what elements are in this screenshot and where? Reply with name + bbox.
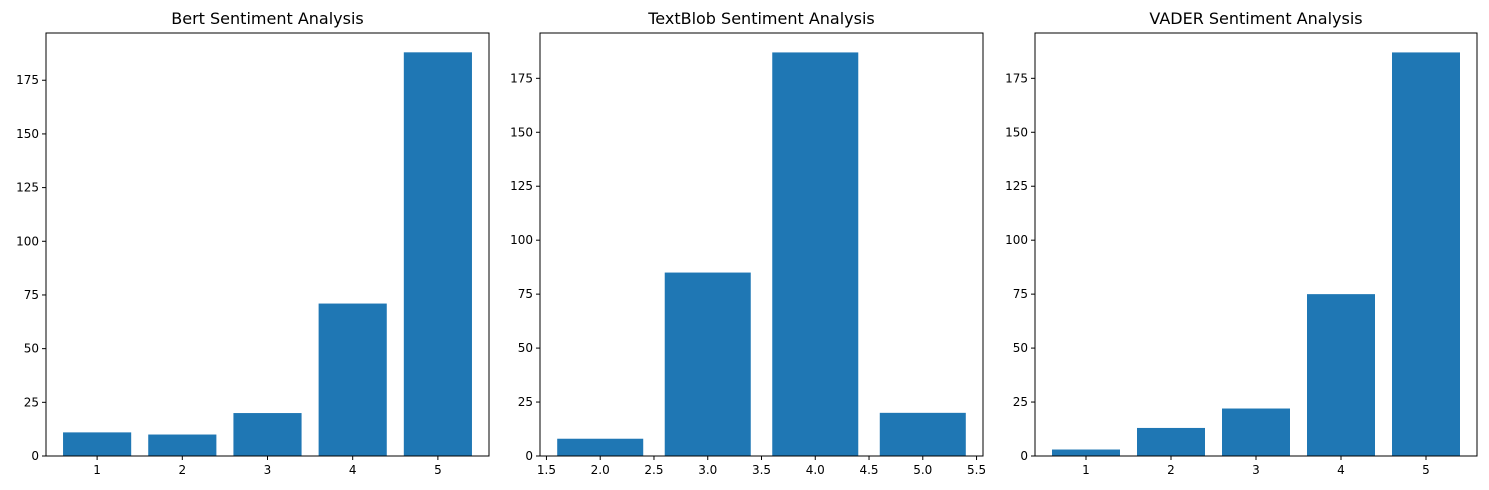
- chart-title: VADER Sentiment Analysis: [1149, 9, 1362, 28]
- axes-frame: [45, 32, 490, 457]
- x-tick-label: 5.5: [967, 463, 986, 477]
- x-tick-label: 4.5: [859, 463, 878, 477]
- y-tick-label: 150: [1005, 125, 1028, 139]
- y-tick-label: 175: [510, 71, 533, 85]
- vader-bar-1: [1052, 449, 1120, 456]
- y-tick-label: 50: [24, 342, 39, 356]
- textblob-chart-panel: TextBlob Sentiment Analysis 1.5 2.0 2.5 3.0…: [510, 9, 986, 477]
- x-tick-label: 2: [1167, 463, 1175, 477]
- x-tick-label: 3.5: [752, 463, 771, 477]
- y-tick-label: 100: [510, 233, 533, 247]
- y-tick-label: 75: [518, 287, 533, 301]
- y-tick-label: 100: [16, 234, 39, 248]
- y-tick-label: 125: [16, 181, 39, 195]
- y-tick-label: 75: [1013, 287, 1028, 301]
- y-tick-label: 0: [31, 449, 39, 463]
- x-tick-label: 5.0: [913, 463, 932, 477]
- y-tick-label: 25: [24, 395, 39, 409]
- vader-bar-2: [1137, 427, 1205, 456]
- vader-chart-panel: VADER Sentiment Analysis 1 2 3 4 50255075100…: [1005, 9, 1478, 477]
- y-tick-label: 125: [1005, 179, 1028, 193]
- x-tick-label: 4.0: [806, 463, 825, 477]
- y-tick-label: 175: [16, 73, 39, 87]
- y-tick-label: 50: [518, 341, 533, 355]
- x-tick-label: 5: [1422, 463, 1430, 477]
- bert-bar-1: [63, 432, 132, 456]
- textblob-bar-5: [879, 412, 966, 456]
- bert-bar-4: [318, 303, 387, 456]
- x-tick-label: 2: [178, 463, 186, 477]
- chart-title: Bert Sentiment Analysis: [171, 9, 363, 28]
- y-tick-label: 100: [1005, 233, 1028, 247]
- y-tick-label: 75: [24, 288, 39, 302]
- x-tick-label: 2.0: [591, 463, 610, 477]
- x-tick-label: 3.0: [698, 463, 717, 477]
- axes-frame: [1034, 32, 1478, 457]
- x-tick-label: 4: [349, 463, 357, 477]
- y-tick-label: 150: [16, 127, 39, 141]
- x-tick-label: 1.5: [537, 463, 556, 477]
- y-tick-label: 50: [1013, 341, 1028, 355]
- y-tick-label: 175: [1005, 71, 1028, 85]
- y-tick-label: 0: [525, 449, 533, 463]
- bert-bar-5: [403, 52, 472, 456]
- textblob-bar-3: [664, 272, 751, 456]
- chart-title: TextBlob Sentiment Analysis: [647, 9, 875, 28]
- y-tick-label: 125: [510, 179, 533, 193]
- bert-bar-2: [148, 434, 217, 456]
- axes-frame: [539, 32, 984, 457]
- textblob-bar-2: [557, 438, 644, 456]
- y-tick-label: 0: [1020, 449, 1028, 463]
- vader-bar-5: [1392, 52, 1460, 457]
- x-tick-label: 3: [1252, 463, 1260, 477]
- x-tick-label: 5: [434, 463, 442, 477]
- x-tick-label: 3: [264, 463, 272, 477]
- x-tick-label: 1: [1082, 463, 1090, 477]
- y-tick-label: 25: [518, 395, 533, 409]
- x-tick-label: 4: [1337, 463, 1345, 477]
- textblob-bar-4: [772, 52, 859, 457]
- y-tick-label: 150: [510, 125, 533, 139]
- vader-bar-4: [1307, 294, 1375, 456]
- vader-bar-3: [1222, 408, 1290, 456]
- x-tick-label: 2.5: [644, 463, 663, 477]
- x-tick-label: 1: [93, 463, 101, 477]
- y-tick-label: 25: [1013, 395, 1028, 409]
- bert-bar-3: [233, 413, 302, 456]
- bert-chart-panel: Bert Sentiment Analysis 1 2 3 4 502550751001…: [16, 9, 490, 477]
